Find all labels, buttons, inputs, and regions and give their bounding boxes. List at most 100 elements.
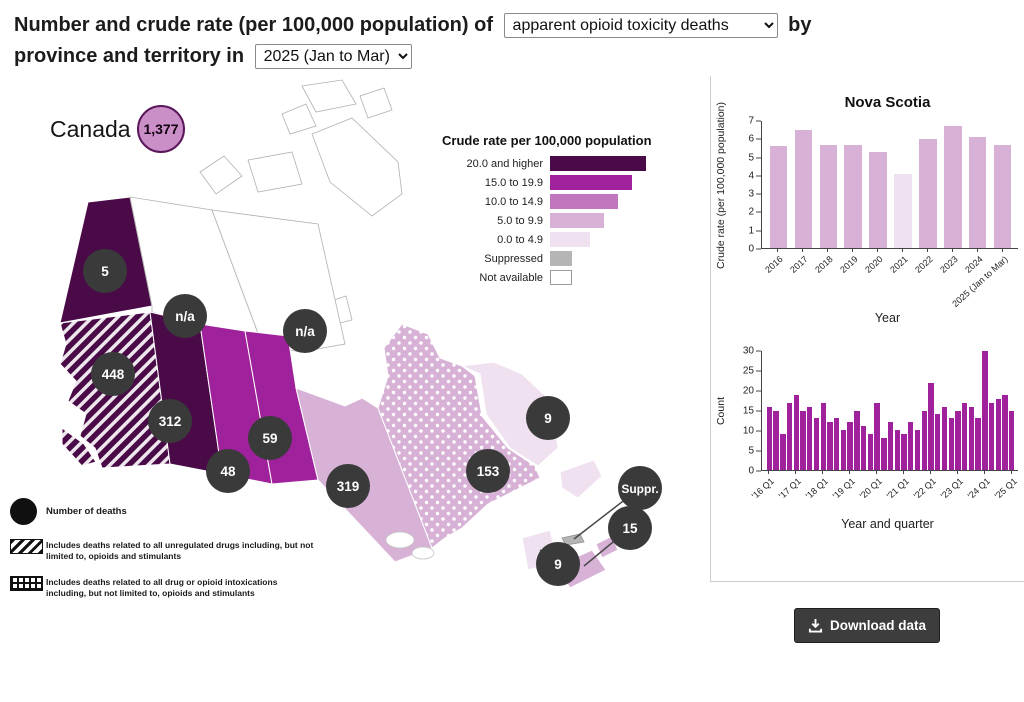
bar-2025-Q1[interactable] xyxy=(1009,410,1015,470)
bar-2023[interactable] xyxy=(944,126,962,248)
bar-2017-Q3[interactable] xyxy=(807,406,813,470)
bar-2023-Q2[interactable] xyxy=(961,402,968,470)
bar-2018[interactable] xyxy=(819,144,837,248)
bar-2020[interactable] xyxy=(869,151,887,248)
x-tick-mark xyxy=(1010,470,1012,474)
x-tick-mark xyxy=(876,470,878,474)
bar-2021[interactable] xyxy=(894,173,912,248)
bar-slot: 2023 xyxy=(938,121,965,275)
bar-slot: 2021 xyxy=(888,121,916,275)
bar-2024-Q2[interactable] xyxy=(988,402,995,470)
death-count-label: 15 xyxy=(622,521,638,536)
rate-legend-item: 20.0 and higher xyxy=(442,155,700,172)
rate-legend-label: Not available xyxy=(479,271,543,284)
bar-slot xyxy=(773,351,780,470)
x-axis-label: Year xyxy=(874,311,901,325)
chart-title: Nova Scotia xyxy=(844,94,931,111)
title-text-2: by province and territory in xyxy=(14,14,812,67)
canada-label: Canada xyxy=(50,116,131,142)
bar-2016-Q2[interactable] xyxy=(773,410,779,470)
x-tick-mark xyxy=(795,470,797,474)
y-axis: 0 1 2 3 4 5 6 7 xyxy=(729,116,761,255)
bar-2017-Q2[interactable] xyxy=(800,410,806,470)
bar-2018-Q3[interactable] xyxy=(834,418,840,470)
bar-slot xyxy=(988,351,995,470)
x-tick-mark xyxy=(956,470,958,474)
bar-2017[interactable] xyxy=(794,130,813,248)
bar-2022-Q4[interactable] xyxy=(948,418,954,470)
rate-legend-swatch xyxy=(550,175,632,190)
period-select[interactable]: 2025 (Jan to Mar) xyxy=(254,44,412,70)
bar-slot xyxy=(948,351,955,470)
bar-2018-Q1[interactable] xyxy=(820,402,826,470)
bar-2022-Q2[interactable] xyxy=(935,414,941,470)
bar-2016-Q1[interactable] xyxy=(766,406,773,470)
bar-2019-Q2[interactable] xyxy=(854,410,860,470)
bar-2020-Q1[interactable] xyxy=(874,402,880,470)
bar-2018-Q2[interactable] xyxy=(827,422,833,470)
bar-slot: 2019 xyxy=(838,121,866,275)
rate-legend-label: Suppressed xyxy=(484,252,543,265)
bar-slot: '17 Q1 xyxy=(777,351,803,501)
province-prince-edward-island[interactable] xyxy=(561,533,585,546)
bar-slot xyxy=(941,351,948,470)
bar-2023-Q4[interactable] xyxy=(975,418,981,470)
bar-2019-Q4[interactable] xyxy=(867,434,874,470)
download-data-button[interactable]: Download data xyxy=(793,608,940,643)
bar-2021-Q3[interactable] xyxy=(914,430,921,470)
bar-2024-Q4[interactable] xyxy=(1002,394,1008,470)
bar-2024-Q1[interactable] xyxy=(982,351,988,470)
bar-2019-Q1[interactable] xyxy=(847,422,853,470)
bar-2019-Q3[interactable] xyxy=(860,426,867,470)
y-tick: 10 xyxy=(743,426,761,437)
bar-slot: '24 Q1 xyxy=(965,351,992,501)
bar-2020-Q2[interactable] xyxy=(881,438,887,470)
bar-2021-Q2[interactable] xyxy=(908,422,914,470)
death-count-label: 153 xyxy=(477,464,500,479)
map-notes: Number of deaths Includes deaths related … xyxy=(10,498,340,613)
bar-2016-Q3[interactable] xyxy=(780,434,786,470)
vancouver-island[interactable] xyxy=(61,427,97,467)
bar-2021-Q1[interactable] xyxy=(901,434,907,470)
x-tick-mark xyxy=(777,248,779,252)
bar-slot xyxy=(854,351,861,470)
bar-2017-Q1[interactable] xyxy=(793,394,799,470)
bar-2019[interactable] xyxy=(844,144,862,248)
bar-slot xyxy=(840,351,847,470)
rate-legend-swatch xyxy=(550,194,618,209)
death-count-markers: 5 n/a n/a 448 312 48 59 319 153 9 Suppr. 15 9 xyxy=(83,249,662,586)
bar-slot: 2022 xyxy=(913,121,940,275)
bar-2024-Q3[interactable] xyxy=(995,398,1002,470)
bar-2016-Q4[interactable] xyxy=(786,402,793,470)
bar-2025-(Jan-to-Mar)[interactable] xyxy=(993,144,1012,248)
bar-2020-Q4[interactable] xyxy=(894,430,900,470)
bar-slot xyxy=(880,351,887,470)
detail-panel: Nova Scotia Crude rate (per 100,000 popu… xyxy=(710,76,1024,643)
bar-2023-Q1[interactable] xyxy=(955,410,961,470)
bar-2024[interactable] xyxy=(968,137,987,248)
rate-legend-swatch xyxy=(550,232,590,247)
bar-2021-Q4[interactable] xyxy=(921,410,927,470)
bar-2018-Q4[interactable] xyxy=(840,430,847,470)
island-newfoundland[interactable] xyxy=(559,459,603,499)
bar-2020-Q3[interactable] xyxy=(887,422,894,470)
rate-legend-label: 20.0 and higher xyxy=(466,157,543,170)
death-count-label: 9 xyxy=(554,557,562,572)
arctic-island xyxy=(247,151,303,193)
header: Number and crude rate (per 100,000 popul… xyxy=(0,0,1024,76)
y-axis: 0 5 10 15 20 25 30 xyxy=(729,346,761,477)
measure-select[interactable]: apparent opioid toxicity deaths xyxy=(503,13,778,39)
death-count-label: 319 xyxy=(337,479,360,494)
bar-2023-Q3[interactable] xyxy=(968,406,975,470)
bar-2022-Q1[interactable] xyxy=(928,382,934,470)
bar-2022-Q3[interactable] xyxy=(941,406,948,470)
bar-slot: 2025 (Jan to Mar) xyxy=(950,121,1015,309)
bar-2022[interactable] xyxy=(919,139,937,248)
province-quebec[interactable] xyxy=(377,323,541,549)
x-axis-label: Year and quarter xyxy=(841,517,934,531)
province-labrador[interactable] xyxy=(460,361,559,467)
y-tick: 0 xyxy=(748,244,761,255)
map-svg: Canada 1,377 5 n/a n/a 448 312 48 59 319 153 9 Sup… xyxy=(50,79,662,589)
bar-2017-Q4[interactable] xyxy=(813,418,820,470)
bar-2016[interactable] xyxy=(769,146,788,248)
